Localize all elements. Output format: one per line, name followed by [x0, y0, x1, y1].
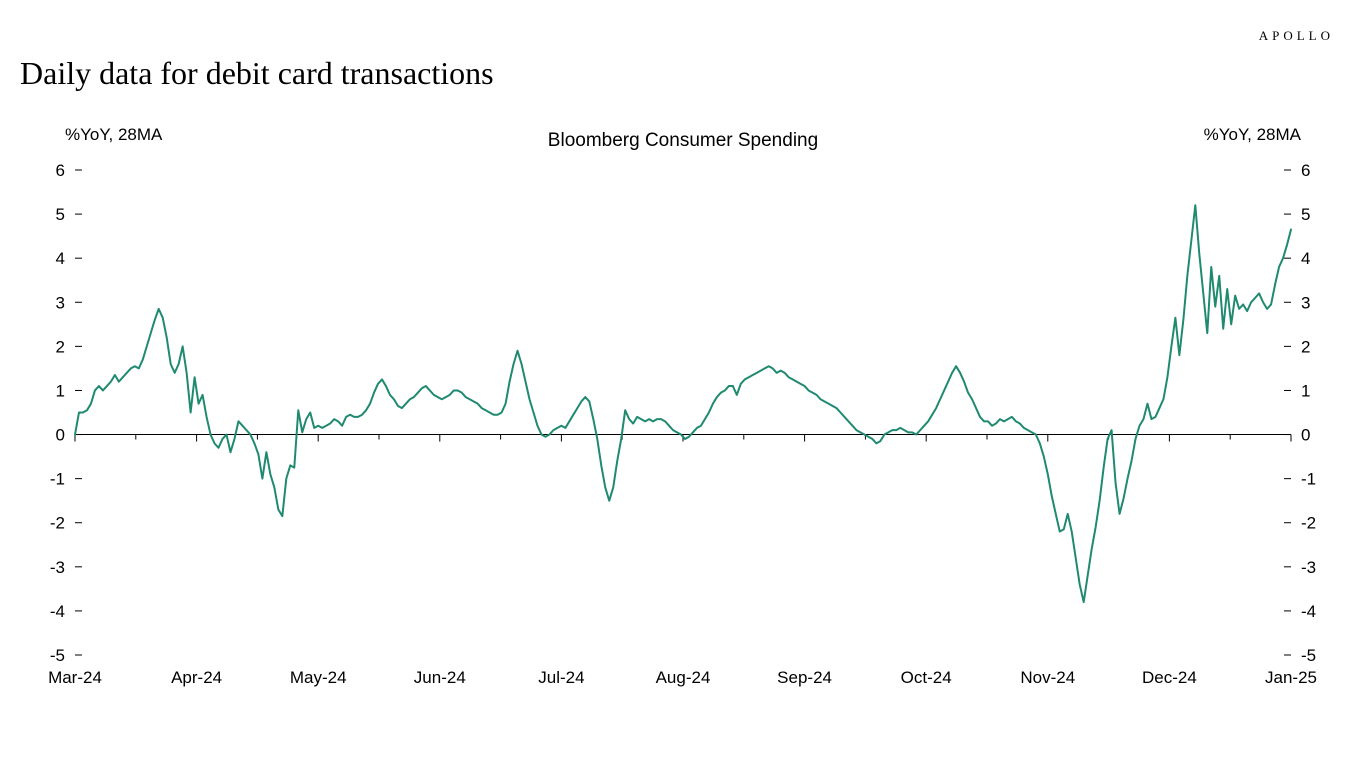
y-tick-label: -4: [1301, 602, 1316, 621]
y-tick-label: 1: [56, 381, 65, 400]
y-tick-label: 0: [56, 426, 65, 445]
series-line: [75, 205, 1291, 602]
y-tick-label: -1: [1301, 470, 1316, 489]
y-tick-label: 2: [56, 337, 65, 356]
x-tick-label: Jul-24: [538, 668, 584, 687]
x-tick-label: Jan-25: [1265, 668, 1317, 687]
x-tick-label: Apr-24: [171, 668, 222, 687]
y-axis-label-right: %YoY, 28MA: [1204, 125, 1302, 144]
y-tick-label: -2: [50, 514, 65, 533]
x-tick-label: Jun-24: [414, 668, 466, 687]
y-tick-label: 3: [1301, 293, 1310, 312]
y-tick-label: -2: [1301, 514, 1316, 533]
x-tick-label: May-24: [290, 668, 347, 687]
y-tick-label: 4: [56, 249, 65, 268]
y-tick-label: -4: [50, 602, 65, 621]
y-tick-label: -3: [50, 558, 65, 577]
brand-logo: APOLLO: [1259, 28, 1334, 44]
y-tick-label: 5: [56, 205, 65, 224]
y-tick-label: 5: [1301, 205, 1310, 224]
x-tick-label: Dec-24: [1142, 668, 1197, 687]
y-tick-label: -1: [50, 470, 65, 489]
y-tick-label: -3: [1301, 558, 1316, 577]
x-tick-label: Aug-24: [656, 668, 711, 687]
y-tick-label: 2: [1301, 337, 1310, 356]
y-tick-label: -5: [50, 646, 65, 665]
y-axis-label-left: %YoY, 28MA: [65, 125, 163, 144]
y-tick-label: 3: [56, 293, 65, 312]
page-title: Daily data for debit card transactions: [20, 55, 494, 92]
chart-subtitle: Bloomberg Consumer Spending: [548, 130, 818, 151]
y-tick-label: 0: [1301, 426, 1310, 445]
x-tick-label: Mar-24: [48, 668, 102, 687]
y-tick-label: -5: [1301, 646, 1316, 665]
x-tick-label: Sep-24: [777, 668, 832, 687]
y-tick-label: 6: [1301, 161, 1310, 180]
y-tick-label: 4: [1301, 249, 1310, 268]
spending-chart: Bloomberg Consumer Spending %YoY, 28MA %Yo…: [20, 120, 1346, 700]
y-tick-label: 1: [1301, 381, 1310, 400]
y-tick-label: 6: [56, 161, 65, 180]
x-tick-label: Oct-24: [901, 668, 952, 687]
x-tick-label: Nov-24: [1020, 668, 1075, 687]
